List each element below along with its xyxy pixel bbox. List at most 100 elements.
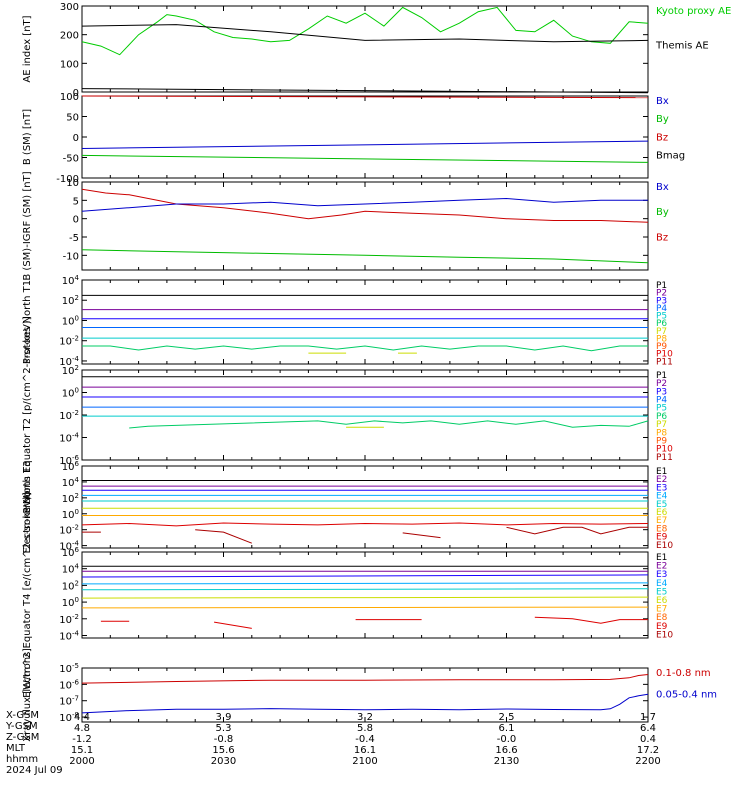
footer-value: 2200 xyxy=(635,756,660,767)
y-tick-label: 10-6 xyxy=(59,454,79,467)
legend-entry: E2 xyxy=(656,562,667,572)
footer-value: 4.8 xyxy=(74,723,90,734)
y-tick-label: 100 xyxy=(60,59,79,70)
footer-value: 16.6 xyxy=(495,745,517,756)
series-line xyxy=(81,674,649,684)
footer-value: 16.1 xyxy=(354,745,376,756)
y-tick-label: 100 xyxy=(62,387,79,400)
legend-entry: P7 xyxy=(656,327,667,337)
y-tick-label: 10-5 xyxy=(59,662,79,675)
panel-frame xyxy=(81,279,649,365)
series-line xyxy=(81,24,649,43)
footer-value: 17.2 xyxy=(637,745,659,756)
legend-entry: P11 xyxy=(656,357,673,367)
y-tick-label: 10-6 xyxy=(59,678,79,691)
series-line xyxy=(129,420,649,429)
legend-entry: E10 xyxy=(656,630,673,640)
y-axis-label: B (SM)-IGRF (SM) [nT] xyxy=(22,171,33,280)
legend-entry: P4 xyxy=(656,396,667,406)
y-axis-label: AE index [nT] xyxy=(22,15,33,82)
legend-entry: E6 xyxy=(656,508,668,518)
series-line xyxy=(81,582,649,585)
series-line xyxy=(81,249,649,264)
legend-entry: E9 xyxy=(656,622,668,632)
panel-6: 10-4 10-2 100 102 104 106 Electrons North T3 E1… xyxy=(22,460,673,554)
legend-entry: Kyoto proxy AE xyxy=(656,6,731,17)
legend-entry: E1 xyxy=(656,467,667,477)
panel-7: 10-4 10-2 100 102 104 106 Electrons Equator T4… xyxy=(22,492,673,698)
y-tick-label: 100 xyxy=(62,596,79,609)
legend-entry: P10 xyxy=(656,350,673,360)
series-line xyxy=(81,522,649,527)
y-axis-label: Electrons North T3 xyxy=(22,460,33,553)
series-line xyxy=(195,529,252,544)
footer-value: 2030 xyxy=(211,756,236,767)
y-tick-label: 100 xyxy=(62,314,79,327)
panel-frame xyxy=(81,551,649,639)
legend-entry: E6 xyxy=(656,596,668,606)
y-tick-label: 106 xyxy=(62,460,80,473)
legend-entry: P1 xyxy=(656,281,667,291)
y-tick-label: 100 xyxy=(60,92,79,103)
legend-entry: 0.1-0.8 nm xyxy=(656,668,711,679)
legend-entry: E2 xyxy=(656,475,667,485)
series-line xyxy=(81,588,649,591)
footer-value: 15.1 xyxy=(71,745,93,756)
panel-5: 10-6 10-4 10-2 100 102 Protons Equator T2 [p/… xyxy=(22,316,673,513)
legend-entry: P4 xyxy=(656,304,667,314)
y-tick-label: -5 xyxy=(69,233,79,244)
legend-entry: P11 xyxy=(656,453,673,463)
legend-entry: P6 xyxy=(656,412,667,422)
legend-entry: Bz xyxy=(656,132,668,143)
panel-3: -10 -5 0 5 10 B (SM)-IGRF (SM) [nT] Bx By Bz xyxy=(22,171,669,280)
y-tick-label: 10-4 xyxy=(59,540,79,553)
series-line xyxy=(214,621,252,629)
legend-entry: E8 xyxy=(656,524,668,534)
legend-entry: P6 xyxy=(656,319,667,329)
y-axis-label: Xray flux [W/m^2] xyxy=(22,648,33,742)
y-tick-label: 10-2 xyxy=(59,335,79,348)
series-line xyxy=(81,188,649,223)
y-tick-label: 10 xyxy=(66,178,79,189)
footer-value: 15.6 xyxy=(212,745,234,756)
footer-value: 6.1 xyxy=(499,723,515,734)
series-line xyxy=(81,88,649,94)
legend-entry: P2 xyxy=(656,289,667,299)
legend-entry: P8 xyxy=(656,334,667,344)
y-tick-label: 10-2 xyxy=(59,524,79,537)
y-tick-label: 10-8 xyxy=(59,711,79,724)
footer-value: -0.4 xyxy=(355,734,375,745)
footer-value: 2130 xyxy=(494,756,519,767)
legend-entry: 0.05-0.4 nm xyxy=(656,690,717,701)
footer-value: -0.0 xyxy=(497,734,517,745)
footer-value: -0.8 xyxy=(214,734,234,745)
legend-entry: Bmag xyxy=(656,151,685,162)
y-axis-label: B (SM) [nT] xyxy=(22,109,33,165)
y-tick-label: -50 xyxy=(63,154,79,165)
legend-entry: P9 xyxy=(656,436,667,446)
legend-entry: E9 xyxy=(656,533,668,543)
y-tick-label: 102 xyxy=(62,492,79,505)
series-line xyxy=(81,154,649,163)
y-tick-label: 50 xyxy=(66,113,79,124)
y-tick-label: 200 xyxy=(60,31,79,42)
footer-value: 2000 xyxy=(69,756,94,767)
y-tick-label: -100 xyxy=(56,174,79,185)
legend-entry: P3 xyxy=(656,296,667,306)
y-tick-label: 100 xyxy=(62,508,79,521)
legend-entry: E3 xyxy=(656,483,667,493)
legend-entry: E8 xyxy=(656,613,668,623)
panel-2: -100 -50 0 50 100 B (SM) [nT] Bx By Bz Bmag xyxy=(22,88,685,185)
y-tick-label: 104 xyxy=(62,476,80,489)
series-line xyxy=(81,140,649,149)
series-line xyxy=(81,693,649,714)
y-tick-label: 102 xyxy=(62,294,79,307)
legend-entry: P3 xyxy=(656,387,667,397)
footer-value: 5.3 xyxy=(216,723,232,734)
y-tick-label: 10-4 xyxy=(59,355,79,368)
legend-entry: By xyxy=(656,207,669,218)
series-line xyxy=(82,345,648,352)
panel-frame xyxy=(81,369,649,461)
y-axis-label: Electrons Equator T4 [e/(cm^2-s-sr-keV)] xyxy=(22,492,33,698)
series-line xyxy=(81,6,649,56)
